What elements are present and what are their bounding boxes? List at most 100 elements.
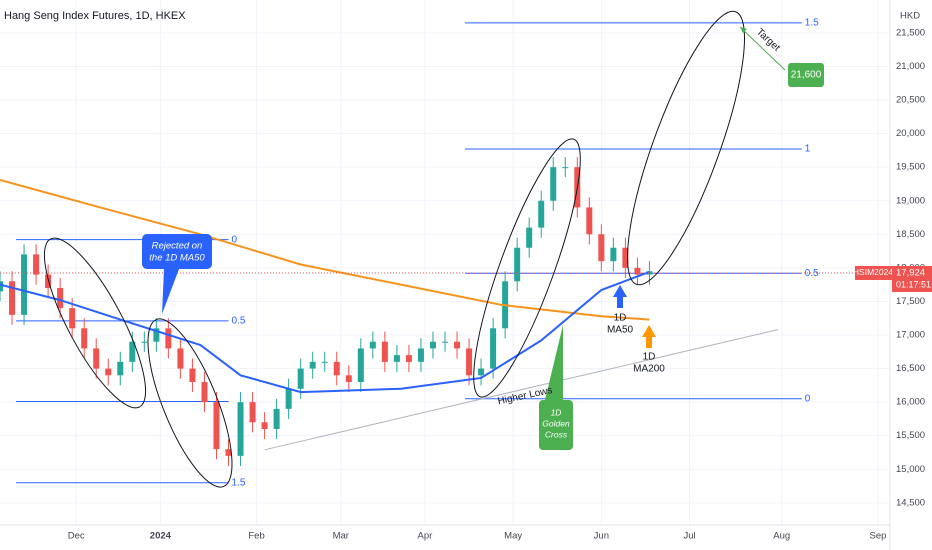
fib-label: 0: [232, 234, 238, 245]
y-tick-label: 21,500: [896, 27, 925, 38]
candle-body: [454, 341, 461, 349]
candle-body: [634, 267, 641, 275]
annotation: MA200: [633, 364, 665, 375]
candle-body: [514, 247, 521, 282]
candle-body: [610, 247, 617, 262]
annotation: 1D: [614, 313, 627, 324]
candle-body: [201, 382, 208, 403]
candle-body: [69, 308, 76, 329]
candle-body: [225, 449, 232, 456]
moving-average: [0, 178, 650, 321]
symbol-label: HSIM2024: [853, 267, 893, 277]
y-tick-label: 15,000: [896, 464, 925, 475]
x-tick-label: Jul: [683, 531, 695, 542]
callout-rejected: [142, 234, 212, 314]
y-tick-label: 17,500: [896, 296, 925, 307]
arrow-ma50: [613, 285, 627, 308]
y-tick-label: 21,000: [896, 61, 925, 72]
target-value: 21,600: [791, 70, 822, 81]
candle-body: [333, 361, 340, 376]
y-tick-label: 19,000: [896, 195, 925, 206]
annotation: MA50: [607, 325, 634, 336]
candle-body: [93, 348, 100, 369]
ellipse: [627, 10, 745, 286]
annotation: 1D: [643, 352, 656, 363]
price-label: 17,924: [896, 267, 925, 278]
candle-body: [442, 341, 448, 343]
candle-body: [153, 328, 160, 342]
candle-body: [165, 328, 172, 349]
candle-body: [622, 247, 629, 268]
annotation: Golden: [542, 418, 570, 428]
candle-body: [57, 288, 64, 309]
currency: HKD: [900, 11, 920, 22]
candle-body: [105, 368, 112, 376]
candle-body: [550, 167, 557, 201]
candle-body: [117, 361, 124, 376]
x-tick-label: Aug: [773, 531, 790, 542]
candle-body: [538, 200, 545, 228]
candle-body: [562, 167, 569, 169]
candle-body: [490, 328, 497, 369]
y-tick-label: 16,500: [896, 363, 925, 374]
candle-body: [189, 368, 196, 383]
candle-body: [81, 328, 88, 349]
candle-body: [9, 281, 16, 315]
candle-body: [141, 341, 148, 343]
target-box: [788, 63, 824, 87]
callout-golden-cross: [539, 325, 573, 450]
target-arrow-head: [740, 27, 747, 33]
y-tick-label: 20,500: [896, 95, 925, 106]
fib-label: 1.5: [805, 17, 819, 28]
candle-body: [309, 361, 316, 369]
x-tick-label: Apr: [418, 531, 433, 542]
y-tick-label: 15,500: [896, 430, 925, 441]
countdown: 01:17:51: [896, 279, 931, 289]
candle-body: [478, 368, 485, 376]
candle-body: [285, 388, 292, 409]
candle-body: [526, 227, 533, 248]
candle-body: [466, 348, 473, 376]
ellipse: [147, 318, 233, 488]
candle-body: [237, 402, 244, 456]
annotation: Rejected on: [152, 241, 203, 252]
x-tick-label: May: [504, 531, 522, 542]
candle-body: [321, 361, 328, 363]
x-tick-label: Jun: [594, 531, 609, 542]
candle-body: [369, 341, 376, 349]
target-arrow: [739, 26, 786, 71]
candle-body: [381, 341, 388, 362]
candle-body: [297, 368, 304, 389]
price-tag: [892, 265, 932, 292]
fib-label: 0: [805, 393, 811, 404]
y-tick-label: 16,000: [896, 397, 925, 408]
candle-body: [177, 348, 184, 369]
x-tick-label: Dec: [68, 531, 85, 542]
annotation: the 1D MA50: [149, 253, 205, 264]
y-tick-label: 18,500: [896, 229, 925, 240]
candle-body: [357, 348, 364, 383]
candle-body: [405, 355, 412, 362]
moving-average: [0, 270, 650, 394]
fib-label: 1.5: [232, 477, 246, 488]
x-tick-label: 2024: [150, 531, 172, 542]
chart-title: Hang Seng Index Futures, 1D, HKEX: [4, 10, 186, 22]
candle-body: [0, 281, 3, 292]
annotation: Cross: [545, 429, 568, 439]
fib-label: 1: [805, 144, 811, 155]
ellipses: [43, 10, 745, 488]
x-tick-label: Mar: [333, 531, 349, 542]
candle-body: [393, 355, 400, 362]
candle-body: [213, 402, 220, 450]
ellipse: [43, 237, 147, 409]
candle-body: [21, 254, 28, 315]
symbol-tag: [855, 265, 892, 280]
candle-body: [261, 422, 268, 429]
candle-body: [45, 274, 52, 289]
candle-body: [345, 375, 352, 383]
y-tick-label: 14,500: [896, 497, 925, 508]
candle-body: [129, 341, 136, 362]
fib-label: 0.5: [805, 268, 819, 279]
